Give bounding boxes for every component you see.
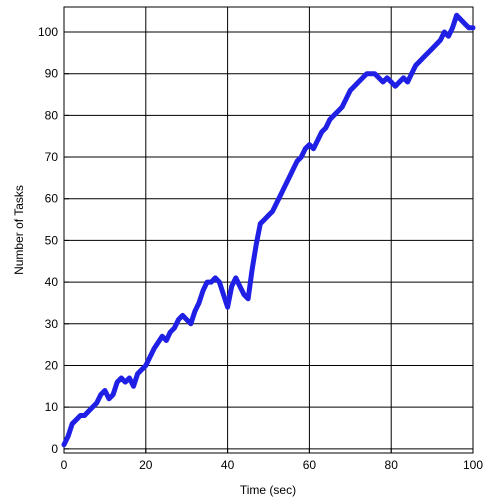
series-line [61,12,476,448]
y-tick-label: 70 [45,150,59,164]
x-tick-label: 100 [463,458,483,472]
y-tick-label: 10 [45,400,59,414]
y-axis-label: Number of Tasks [12,185,26,275]
x-tick-label: 80 [385,458,399,472]
y-tick-label: 0 [51,442,58,456]
y-axis-ticks: 0 10 20 30 40 50 60 70 80 90 100 [38,25,69,456]
x-tick-label: 40 [221,458,235,472]
x-axis-ticks: 0 20 40 60 80 100 [61,448,483,472]
x-tick-label: 20 [139,458,153,472]
y-tick-label: 20 [45,358,59,372]
y-tick-label: 100 [38,25,58,39]
x-tick-label: 0 [61,458,68,472]
x-axis-label: Time (sec) [240,483,296,497]
x-tick-label: 60 [303,458,317,472]
y-tick-label: 30 [45,317,59,331]
plot-frame [63,6,474,454]
y-tick-label: 50 [45,233,59,247]
y-tick-label: 60 [45,192,59,206]
y-tick-label: 90 [45,67,59,81]
y-tick-label: 40 [45,275,59,289]
y-tick-label: 80 [45,108,59,122]
